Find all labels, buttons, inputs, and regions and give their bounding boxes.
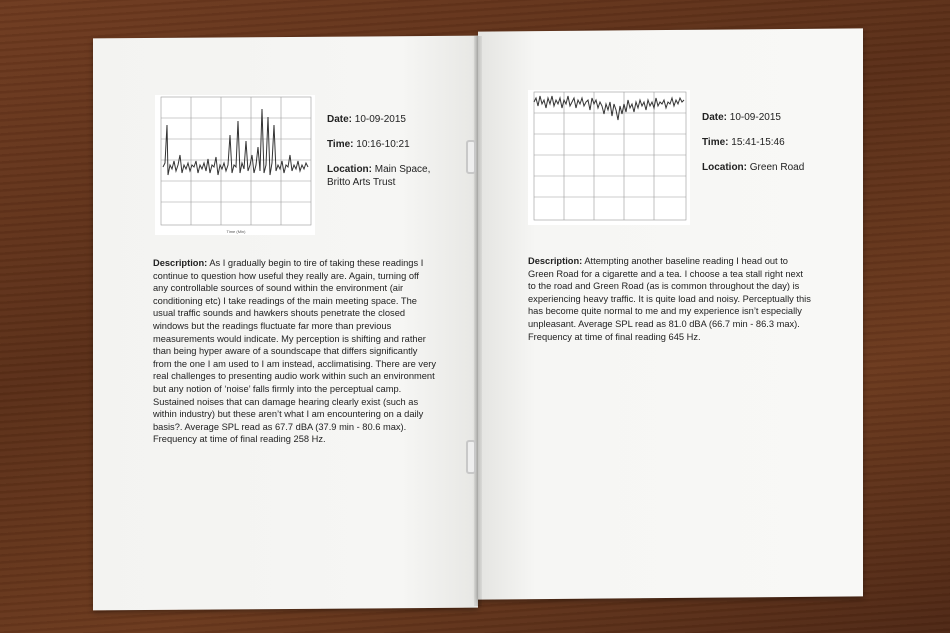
left-time-row: Time: 10:16-10:21 <box>327 138 437 151</box>
left-time-label: Time: <box>327 139 354 150</box>
right-spl-chart <box>528 90 690 225</box>
booklet-spine <box>474 36 482 606</box>
left-description-text: As I gradually begin to tire of taking t… <box>153 258 436 445</box>
left-location-label: Location: <box>327 164 372 175</box>
left-description: Description: As I gradually begin to tir… <box>153 257 436 446</box>
right-description-text: Attempting another baseline reading I he… <box>528 256 811 342</box>
right-date-label: Date: <box>702 112 728 123</box>
left-spl-chart: Time (Min) <box>155 95 315 235</box>
left-chart-xlabel: Time (Min) <box>227 229 247 234</box>
left-time-value: 10:16-10:21 <box>356 139 410 150</box>
right-spl-chart-svg <box>533 91 687 221</box>
left-spl-chart-svg: Time (Min) <box>160 96 312 234</box>
right-location-value: Green Road <box>749 162 805 173</box>
left-date-row: Date: 10-09-2015 <box>327 113 437 126</box>
right-time-value: 15:41-15:46 <box>731 137 785 148</box>
left-date-label: Date: <box>327 114 353 125</box>
right-spl-trace <box>533 95 685 121</box>
right-location-row: Location: Green Road <box>702 161 812 174</box>
right-date-row: Date: 10-09-2015 <box>702 111 812 124</box>
right-time-label: Time: <box>702 137 729 148</box>
staple-bottom <box>466 440 476 474</box>
right-time-row: Time: 15:41-15:46 <box>702 136 812 149</box>
left-chart-grid <box>160 96 312 226</box>
left-location-value: Main Space, Britto Arts Trust <box>327 164 431 188</box>
right-description: Description: Attempting another baseline… <box>528 255 811 343</box>
left-metadata: Date: 10-09-2015 Time: 10:16-10:21 Locat… <box>327 113 437 201</box>
left-location-row: Location: Main Space, Britto Arts Trust <box>327 163 437 189</box>
left-date-value: 10-09-2015 <box>354 114 406 125</box>
right-location-label: Location: <box>702 162 747 173</box>
left-description-label: Description: <box>153 258 208 268</box>
staple-top <box>466 140 476 174</box>
right-metadata: Date: 10-09-2015 Time: 15:41-15:46 Locat… <box>702 111 812 186</box>
right-chart-grid <box>533 91 687 221</box>
right-date-value: 10-09-2015 <box>729 112 781 123</box>
right-description-label: Description: <box>528 256 583 266</box>
left-spl-trace <box>162 108 309 176</box>
